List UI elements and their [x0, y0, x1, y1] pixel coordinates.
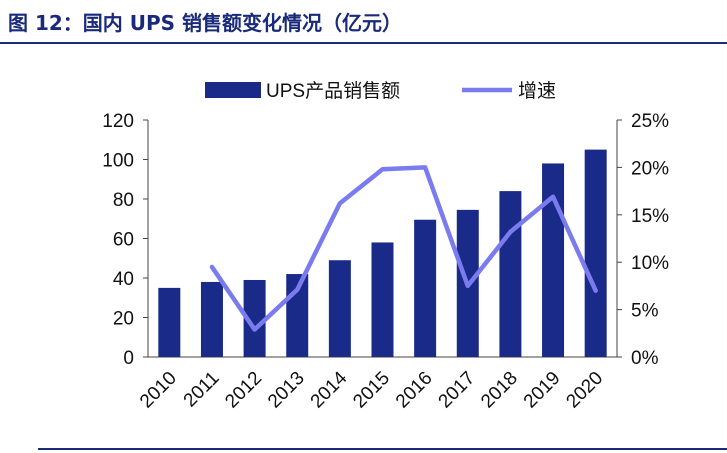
right-tick-label: 0% [631, 348, 659, 369]
x-axis-labels: 2010201120122013201420152016201720182019… [136, 367, 607, 412]
left-tick-label: 120 [102, 111, 134, 132]
bar-2015 [371, 242, 394, 357]
legend: UPS产品销售额 增速 [205, 80, 556, 102]
bars [158, 149, 607, 357]
right-tick-label: 15% [631, 206, 669, 227]
bar-2016 [414, 219, 437, 357]
bar-2019 [542, 163, 565, 357]
title-rule [0, 42, 727, 44]
left-tick-label: 100 [102, 151, 134, 172]
x-tick-label-2018: 2018 [477, 368, 522, 413]
bottom-rule [38, 448, 727, 450]
x-tick-label-2010: 2010 [136, 368, 181, 413]
x-tick-label-2019: 2019 [520, 368, 565, 413]
x-tick-label-2015: 2015 [349, 368, 394, 413]
bar-2018 [499, 191, 522, 357]
left-tick-label: 40 [113, 269, 134, 290]
bar-2014 [328, 260, 351, 357]
left-tick-label: 80 [113, 190, 134, 211]
x-tick-label-2017: 2017 [435, 368, 480, 413]
x-tick-label-2013: 2013 [264, 368, 309, 413]
x-tick-label-2014: 2014 [307, 367, 352, 412]
right-tick-label: 10% [631, 253, 669, 274]
bar-2012 [243, 279, 266, 357]
bar-2020 [584, 149, 607, 357]
x-tick-label-2020: 2020 [562, 368, 607, 413]
left-tick-label: 20 [113, 309, 134, 330]
x-tick-label-2011: 2011 [180, 368, 224, 412]
right-tick-label: 5% [631, 301, 659, 322]
right-tick-label: 25% [631, 111, 669, 132]
x-tick-label-2012: 2012 [221, 368, 266, 413]
left-tick-label: 60 [113, 230, 134, 251]
legend-bar-label: UPS产品销售额 [266, 80, 400, 102]
bar-2011 [200, 281, 223, 357]
growth-series-line [209, 165, 598, 332]
growth-line [209, 165, 598, 332]
right-tick-label: 20% [631, 158, 669, 179]
bar-2010 [158, 287, 181, 357]
x-tick-label-2016: 2016 [392, 368, 437, 413]
axes: 0 20 40 60 80 100 120 0% 5% 10% 15% 20% 25% [102, 111, 669, 369]
figure-title: 图 12：国内 UPS 销售额变化情况（亿元） [8, 11, 403, 35]
left-tick-label: 0 [123, 348, 134, 369]
legend-line-label: 增速 [518, 80, 556, 102]
legend-bar-swatch [205, 82, 261, 98]
